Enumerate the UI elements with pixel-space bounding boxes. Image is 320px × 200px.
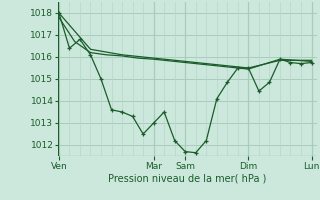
X-axis label: Pression niveau de la mer( hPa ): Pression niveau de la mer( hPa ) — [108, 173, 266, 183]
